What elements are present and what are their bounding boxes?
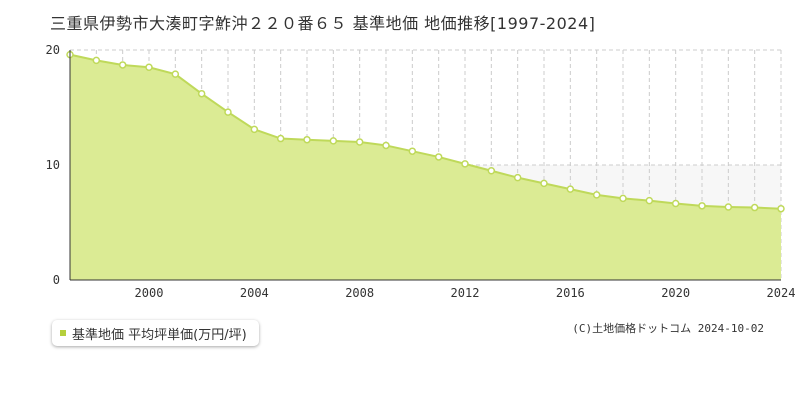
series-line xyxy=(69,53,782,210)
data-point-2013 xyxy=(487,167,496,175)
x-tick-label-2012: 2012 xyxy=(451,286,480,300)
data-point-2006 xyxy=(303,135,311,144)
data-point-2000 xyxy=(145,63,153,71)
data-point-2010 xyxy=(408,147,417,155)
data-point-2007 xyxy=(329,137,338,145)
y-tick-label-10: 10 xyxy=(46,158,60,172)
data-point-2022 xyxy=(724,203,733,211)
data-point-2001 xyxy=(171,70,180,78)
data-point-2023 xyxy=(750,203,759,212)
legend-swatch xyxy=(60,330,66,336)
data-point-2021 xyxy=(698,202,706,210)
data-point-2016 xyxy=(566,185,575,193)
data-point-2008 xyxy=(355,138,364,146)
y-tick-labels: 0 10 20 xyxy=(46,43,60,287)
copyright-text: (C)土地価格ドットコム 2024-10-02 xyxy=(572,322,764,335)
data-point-2003 xyxy=(224,108,232,116)
data-point-2014 xyxy=(513,173,522,182)
x-tick-label-2016: 2016 xyxy=(556,286,585,300)
data-point-2024 xyxy=(777,204,785,213)
data-point-2019 xyxy=(645,196,654,205)
data-point-1998 xyxy=(92,56,101,65)
data-point-2002 xyxy=(197,89,206,98)
legend-label: 基準地価 平均坪単価(万円/坪) xyxy=(72,327,247,343)
x-tick-label-2000: 2000 xyxy=(135,286,164,300)
data-point-1999 xyxy=(118,61,127,69)
data-point-2005 xyxy=(276,134,285,143)
x-tick-label-2004: 2004 xyxy=(240,286,269,300)
y-tick-label-0: 0 xyxy=(53,273,60,287)
chart-title: 三重県伊勢市大湊町字鮓沖２２０番６５ 基準地価 地価推移[1997-2024] xyxy=(50,14,596,33)
data-point-2009 xyxy=(382,141,390,150)
series-area xyxy=(70,54,781,280)
data-point-2011 xyxy=(434,153,443,161)
y-tick-label-20: 20 xyxy=(46,43,60,57)
x-tick-label-2008: 2008 xyxy=(345,286,374,300)
legend: 基準地価 平均坪単価(万円/坪) xyxy=(52,320,259,346)
data-point-2004 xyxy=(250,125,259,134)
data-point-2012 xyxy=(461,160,469,168)
x-tick-label-2024: 2024 xyxy=(767,286,796,300)
data-point-2018 xyxy=(619,194,627,203)
x-tick-labels: 2000 2004 2008 2012 2016 2020 2024 xyxy=(135,286,796,300)
series-markers xyxy=(66,50,785,213)
data-point-2017 xyxy=(592,191,601,199)
data-point-2020 xyxy=(671,199,680,208)
data-point-2015 xyxy=(540,179,548,188)
x-tick-label-2020: 2020 xyxy=(661,286,690,300)
